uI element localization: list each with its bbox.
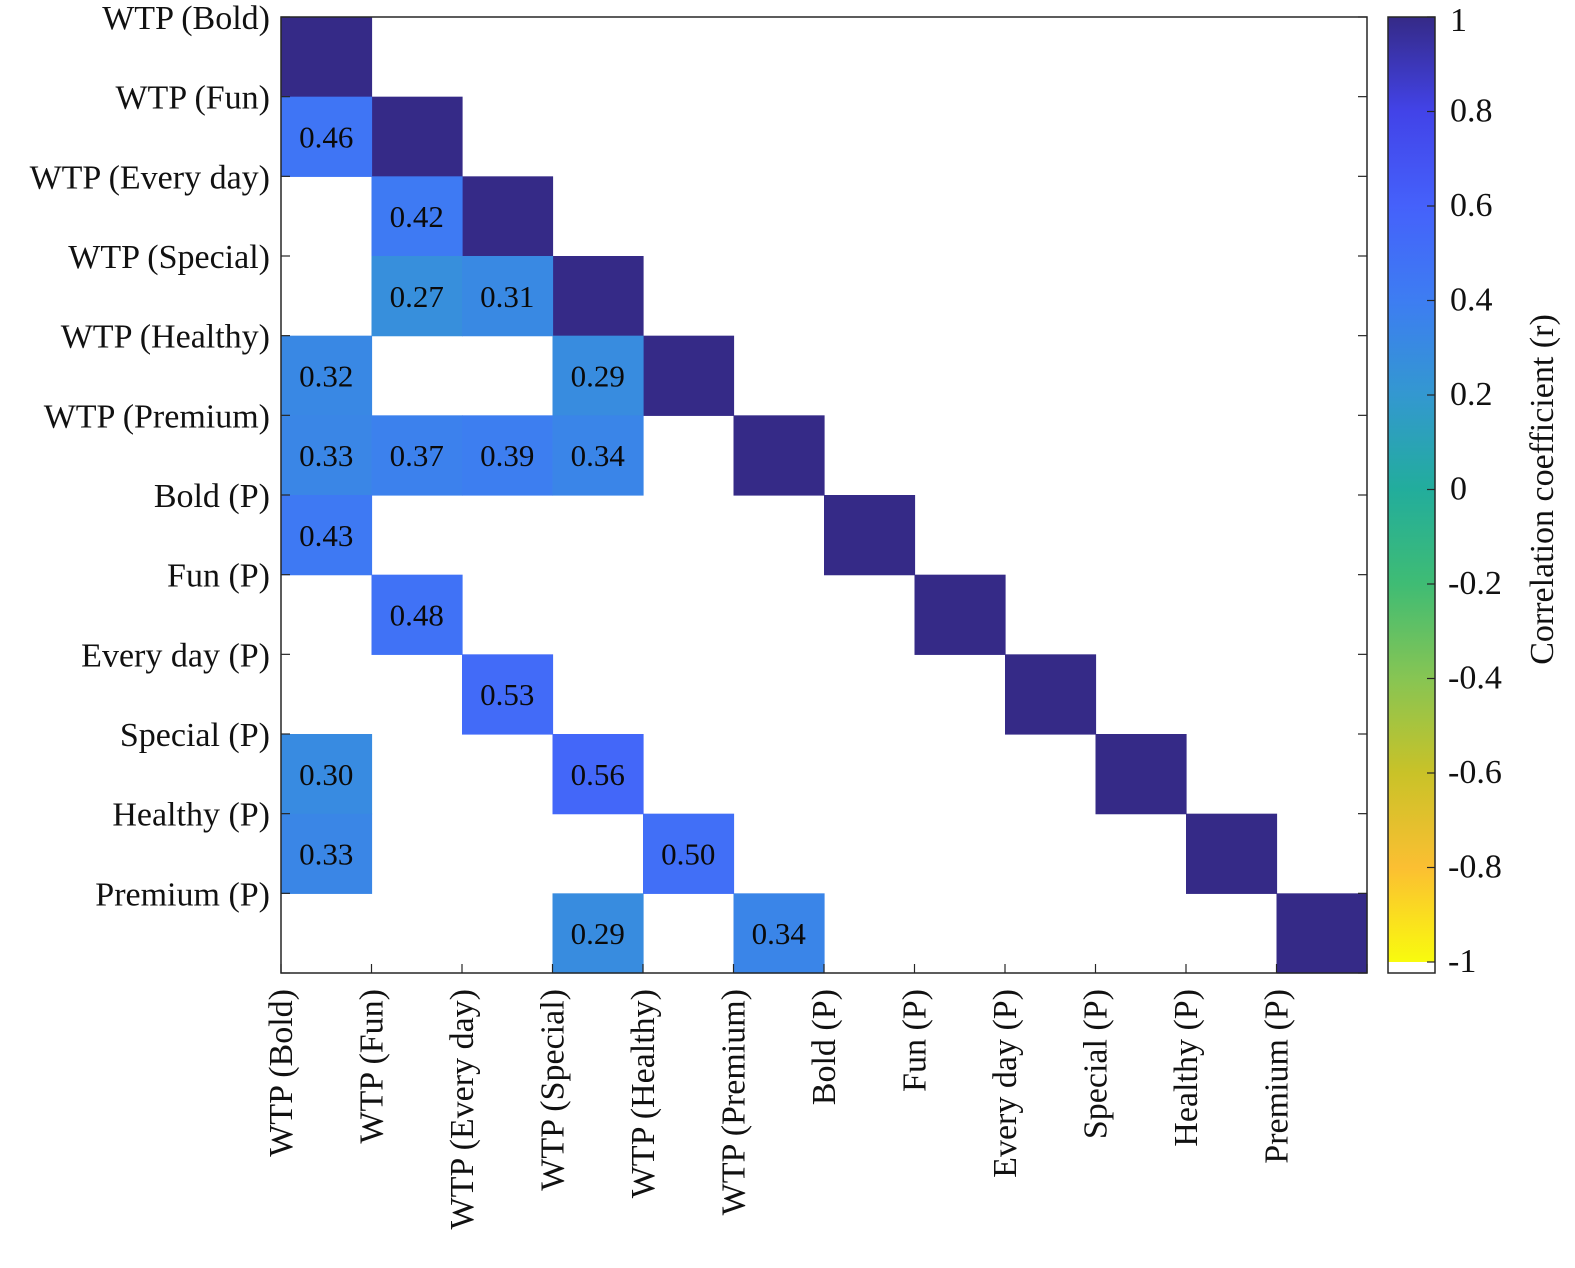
cell-value-label: 0.33 <box>299 438 353 473</box>
heatmap-cell-labels: 0.46 0.42 0.27 0.31 0.32 0.29 0.33 0.37 0.39 0.34… <box>299 120 806 952</box>
x-tick-label-fun-p: Fun (P) <box>897 989 934 1092</box>
heatmap-cell-diagonal-every-day-p <box>1005 654 1097 735</box>
heatmap-cell <box>462 415 554 496</box>
heatmap-cell <box>552 893 644 974</box>
cell-value-label: 0.50 <box>661 837 715 872</box>
x-tick-label-wtp-bold: WTP (Bold) <box>263 989 300 1157</box>
colorbar-tick-label: -0.8 <box>1448 849 1502 886</box>
heatmap-cell-diagonal-fun-p <box>914 574 1006 655</box>
colorbar-tick-label: 1 <box>1450 2 1467 39</box>
heatmap-cell <box>371 415 463 496</box>
colorbar-tick-label: -0.2 <box>1448 565 1502 602</box>
heatmap-cell <box>371 256 463 337</box>
heatmap-cell <box>281 335 373 416</box>
heatmap-cell <box>733 893 825 974</box>
x-tick-label-wtp-premium: WTP (Premium) <box>716 989 753 1215</box>
cell-value-label: 0.34 <box>752 916 807 951</box>
x-tick-label-every-day-p: Every day (P) <box>987 989 1024 1178</box>
cell-value-label: 0.29 <box>571 916 625 951</box>
y-tick-label-wtp-premium: WTP (Premium) <box>44 398 270 435</box>
heatmap-cell <box>462 654 554 735</box>
cell-value-label: 0.56 <box>571 757 625 792</box>
heatmap-cell <box>281 813 373 894</box>
heatmap-cell <box>281 495 373 576</box>
colorbar-tick-label: -1 <box>1448 943 1476 980</box>
colorbar-tick-label: -0.6 <box>1448 754 1502 791</box>
cell-value-label: 0.27 <box>390 279 444 314</box>
y-tick-label-wtp-healthy: WTP (Healthy) <box>61 319 270 356</box>
cell-value-label: 0.39 <box>480 438 534 473</box>
y-tick-label-wtp-every-day: WTP (Every day) <box>30 159 270 196</box>
colorbar-axis-label: Correlation coefficient (r) <box>1524 314 1561 665</box>
heatmap-cell <box>281 96 373 177</box>
colorbar-tick-label: 0.4 <box>1450 282 1493 319</box>
x-axis-tick-labels: WTP (Bold) WTP (Fun) WTP (Every day) WTP (S… <box>263 989 1296 1229</box>
heatmap-cell-diagonal-premium-p <box>1276 893 1368 974</box>
cell-value-label: 0.42 <box>390 199 444 234</box>
heatmap-cell <box>552 734 644 815</box>
heatmap-cell <box>643 813 735 894</box>
cell-value-label: 0.30 <box>299 757 353 792</box>
y-tick-label-fun-p: Fun (P) <box>167 558 270 595</box>
heatmap-cell-diagonal-wtp-healthy <box>643 335 735 416</box>
y-tick-label-wtp-special: WTP (Special) <box>68 239 270 276</box>
x-tick-label-wtp-fun: WTP (Fun) <box>354 989 391 1144</box>
colorbar-frame <box>1387 16 1436 974</box>
cell-value-label: 0.43 <box>299 518 353 553</box>
x-tick-label-premium-p: Premium (P) <box>1259 989 1296 1164</box>
heatmap-cell-diagonal-bold-p <box>824 495 916 576</box>
colorbar-tick-label: 0 <box>1450 471 1467 508</box>
colorbar-tick-label: -0.4 <box>1448 660 1502 697</box>
axis-ticks <box>280 16 1368 974</box>
heatmap-cell-diagonal-wtp-every-day <box>462 176 554 257</box>
colorbar: 1 0.8 0.6 0.4 0.2 0 -0.2 -0.4 -0.6 -0.8 -1 Correlat… <box>1387 2 1561 980</box>
x-tick-label-wtp-healthy: WTP (Healthy) <box>625 989 662 1198</box>
cell-value-label: 0.33 <box>299 837 353 872</box>
heatmap-cell-diagonal-healthy-p <box>1186 813 1278 894</box>
cell-value-label: 0.29 <box>571 359 625 394</box>
cell-value-label: 0.34 <box>571 438 626 473</box>
y-tick-label-wtp-bold: WTP (Bold) <box>102 0 270 37</box>
cell-value-label: 0.46 <box>299 120 353 155</box>
heatmap-cell <box>281 734 373 815</box>
heatmap-cell-diagonal-wtp-special <box>552 256 644 337</box>
y-tick-label-every-day-p: Every day (P) <box>81 637 270 674</box>
heatmap-cell <box>371 574 463 655</box>
x-tick-label-special-p: Special (P) <box>1078 989 1115 1139</box>
heatmap-cell <box>462 256 554 337</box>
cell-value-label: 0.32 <box>299 359 353 394</box>
heatmap-cell <box>552 415 644 496</box>
heatmap-cell-diagonal-wtp-bold <box>281 17 373 98</box>
heatmap-cell <box>281 415 373 496</box>
y-tick-label-special-p: Special (P) <box>120 717 270 754</box>
heatmap-cell-diagonal-wtp-fun <box>371 96 463 177</box>
colorbar-tick-label: 0.8 <box>1450 93 1493 130</box>
cell-value-label: 0.31 <box>480 279 534 314</box>
x-tick-label-wtp-every-day: WTP (Every day) <box>444 989 481 1229</box>
y-tick-label-premium-p: Premium (P) <box>95 876 270 913</box>
cell-value-label: 0.53 <box>480 677 534 712</box>
y-tick-label-wtp-fun: WTP (Fun) <box>115 80 270 117</box>
colorbar-tick-label: 0.2 <box>1450 376 1493 413</box>
y-tick-label-healthy-p: Healthy (P) <box>112 797 270 834</box>
x-tick-label-healthy-p: Healthy (P) <box>1168 989 1205 1147</box>
y-axis-tick-labels: WTP (Bold) WTP (Fun) WTP (Every day) WTP (S… <box>30 0 270 913</box>
cell-value-label: 0.48 <box>390 598 444 633</box>
y-tick-label-bold-p: Bold (P) <box>154 478 270 515</box>
heatmap-cell-diagonal-wtp-premium <box>733 415 825 496</box>
colorbar-tick-label: 0.6 <box>1450 187 1493 224</box>
heatmap-cell <box>371 176 463 257</box>
cell-value-label: 0.37 <box>390 438 444 473</box>
heatmap-cell-diagonal-special-p <box>1095 734 1187 815</box>
x-tick-label-wtp-special: WTP (Special) <box>535 989 572 1191</box>
heatmap-cells <box>281 17 1368 974</box>
x-tick-label-bold-p: Bold (P) <box>806 989 843 1105</box>
heatmap-cell <box>552 335 644 416</box>
